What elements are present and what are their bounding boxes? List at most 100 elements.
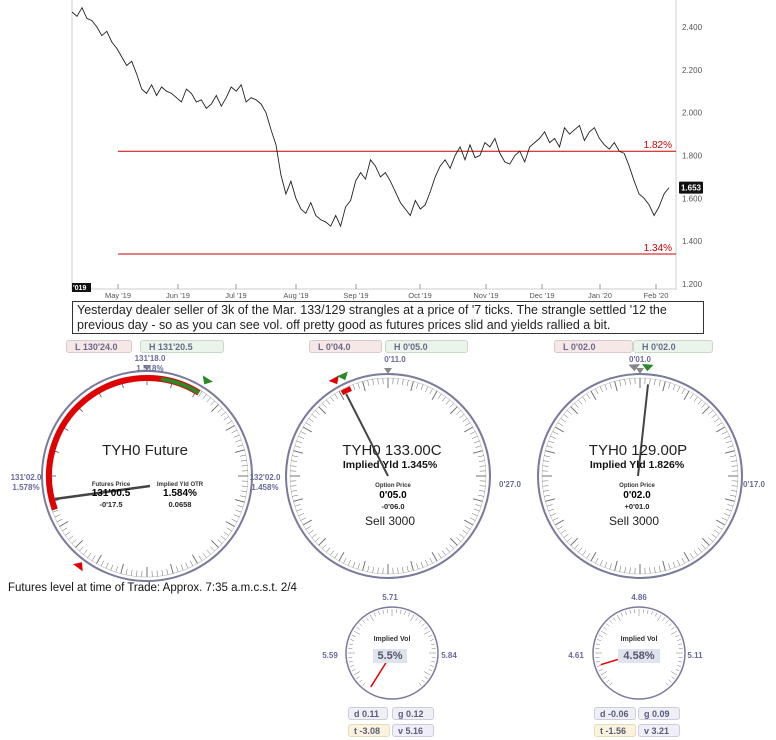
call-gamma-value: 0.12: [406, 709, 424, 719]
dial-tick: [729, 455, 736, 458]
vol-dial-tick: [351, 634, 356, 637]
call-vol-left: 5.59: [322, 651, 338, 660]
vol-dial-tick: [362, 682, 366, 686]
vol-dial-tick: [675, 669, 680, 672]
dial-tick: [217, 408, 223, 413]
dial-tick: [239, 495, 246, 498]
dial-tick: [545, 450, 556, 454]
dial-tick: [582, 396, 587, 402]
dial-tick: [100, 560, 105, 567]
dial-tick: [231, 518, 238, 523]
dial-tick: [550, 435, 557, 439]
y-tick-label: 1.200: [682, 280, 703, 289]
yield-series-line: [71, 6, 670, 228]
put-implied-vol-value: 4.58%: [618, 649, 660, 663]
call-delta-value: 0.11: [362, 709, 380, 719]
dial-tick: [176, 566, 179, 573]
dial-tick: [604, 561, 608, 568]
dial-tick: [730, 460, 737, 462]
dial-tick: [357, 563, 360, 570]
dial-tick: [52, 509, 59, 513]
dial-tick: [668, 563, 671, 570]
implied-yield-change: 0.0658: [168, 500, 192, 509]
vol-dial-tick: [657, 614, 662, 622]
vol-dial-tick: [647, 609, 649, 614]
put-delta-value: -0.06: [608, 709, 629, 719]
dial-tick: [574, 403, 579, 408]
vol-dial-tick: [598, 634, 603, 637]
put-option-price: 0'02.0: [623, 490, 651, 501]
dial-tick: [552, 517, 559, 521]
put-gamma: g 0.09: [638, 707, 680, 720]
vol-dial-tick: [670, 630, 678, 635]
dial-tick: [717, 422, 723, 427]
put-vol-right: 5.11: [687, 651, 703, 660]
dial-tick: [567, 537, 572, 542]
vol-dial-tick: [600, 630, 608, 635]
dial-tick: [79, 546, 84, 552]
dial-tick: [654, 566, 656, 573]
dial-tick: [202, 394, 207, 400]
dial-tick: [239, 454, 246, 457]
call-option-price: 0'05.0: [379, 490, 407, 501]
vol-dial-tick: [404, 611, 406, 616]
implied-yield-value: 1.584%: [163, 488, 197, 499]
dial-tick: [429, 388, 433, 395]
dial-tick: [683, 551, 690, 562]
dial-tick: [362, 381, 366, 392]
dial-tick: [717, 525, 723, 530]
dial-tick: [225, 425, 235, 431]
call-implied-vol-value: 5.5%: [373, 649, 407, 663]
vol-dial-tick: [431, 661, 436, 663]
vol-dial-tick: [671, 676, 675, 680]
x-tick-label: Oct '19: [408, 291, 432, 300]
greek-letter: g: [398, 709, 406, 719]
dial-tick: [206, 549, 211, 555]
dial-tick: [543, 490, 550, 492]
dial-tick: [334, 393, 339, 399]
vol-dial-tick: [382, 609, 384, 614]
dial-tick: [554, 426, 565, 433]
dial-tick: [701, 403, 706, 408]
dial-tick: [71, 539, 77, 544]
dial-tick: [449, 403, 454, 408]
dial-tick: [96, 554, 102, 564]
vol-dial-tick: [595, 661, 600, 663]
dial-tick: [220, 535, 226, 540]
dial-tick: [614, 560, 618, 571]
vol-dial-tick: [362, 620, 366, 624]
dial-tick: [449, 537, 458, 546]
dial-tick: [543, 460, 550, 462]
dial-tick: [701, 537, 710, 546]
dial-tick: [668, 382, 671, 389]
dial-tick: [546, 445, 553, 448]
vol-dial-tick: [428, 669, 433, 672]
dial-rim: [537, 373, 743, 579]
call-title: TYH0 133.00C: [342, 442, 442, 459]
call-right-label: 0'27.0: [499, 480, 521, 489]
dial-tick: [714, 529, 720, 534]
dial-tick: [367, 565, 370, 572]
dial-tick: [420, 561, 424, 568]
dial-tick: [300, 431, 307, 435]
futures-price-label: Futures Price: [91, 482, 131, 488]
vol-dial-tick: [423, 671, 431, 676]
dial-tick: [441, 550, 446, 556]
dial-tick: [563, 414, 569, 419]
dial-tick: [545, 498, 556, 502]
greek-letter: g: [644, 709, 652, 719]
x-tick-label: Aug '19: [283, 291, 308, 300]
dial-tick: [62, 527, 68, 532]
dial-tick: [334, 553, 339, 559]
put-right-label: 0'17.0: [743, 480, 765, 489]
vol-dial-tick: [676, 665, 681, 667]
dial-tick: [469, 517, 476, 521]
dial-tick: [402, 379, 404, 386]
vol-dial-tick: [423, 630, 431, 635]
vol-dial-tick: [678, 661, 683, 663]
call-delta: d 0.11: [348, 707, 388, 720]
dial-tick: [54, 514, 61, 518]
vol-dial-tick: [353, 630, 361, 635]
year-tag-bg: [72, 283, 91, 292]
vol-dial-tick: [350, 639, 355, 641]
